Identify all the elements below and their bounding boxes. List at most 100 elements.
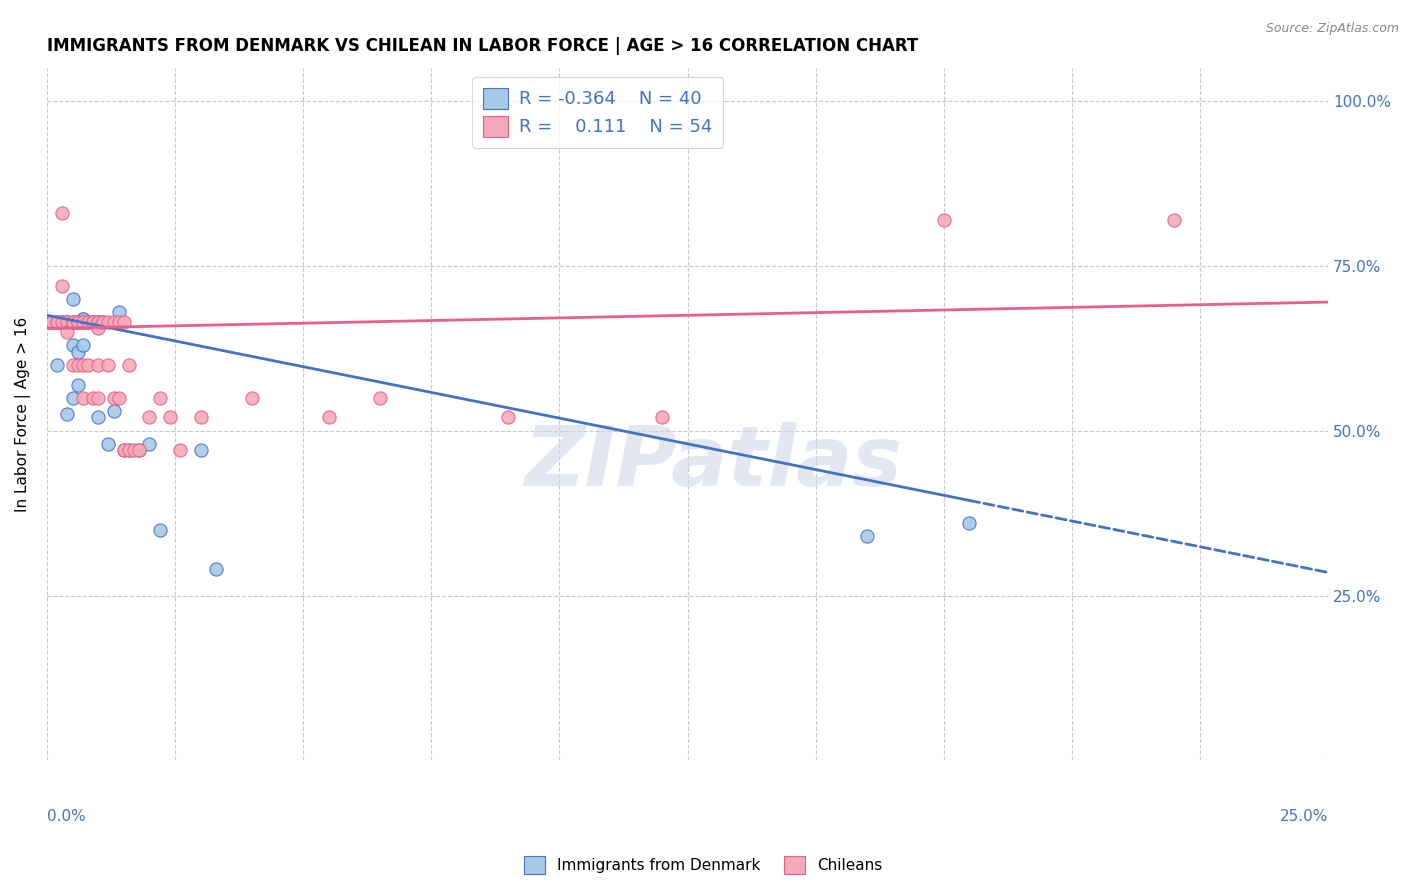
Point <box>1163 212 1185 227</box>
Point <box>72 338 94 352</box>
Point <box>122 443 145 458</box>
Point <box>62 358 84 372</box>
Point <box>66 315 89 329</box>
Point <box>103 404 125 418</box>
Point <box>87 315 110 329</box>
Point <box>72 315 94 329</box>
Point <box>128 443 150 458</box>
Point <box>118 358 141 372</box>
Point <box>46 315 69 329</box>
Point <box>62 315 84 329</box>
Point <box>856 529 879 543</box>
Point <box>159 410 181 425</box>
Point <box>66 315 89 329</box>
Point <box>112 443 135 458</box>
Point <box>56 315 79 329</box>
Point <box>72 315 94 329</box>
Point <box>51 315 73 329</box>
Point <box>66 315 89 329</box>
Point <box>46 315 69 329</box>
Point <box>62 292 84 306</box>
Point <box>107 315 129 329</box>
Point <box>97 437 120 451</box>
Point <box>51 278 73 293</box>
Point <box>77 315 100 329</box>
Point <box>138 410 160 425</box>
Point <box>87 391 110 405</box>
Text: Source: ZipAtlas.com: Source: ZipAtlas.com <box>1265 22 1399 36</box>
Point <box>368 391 391 405</box>
Point <box>87 410 110 425</box>
Point <box>118 443 141 458</box>
Point <box>66 344 89 359</box>
Point <box>77 358 100 372</box>
Point <box>87 315 110 329</box>
Point <box>56 325 79 339</box>
Point <box>77 315 100 329</box>
Point <box>41 315 63 329</box>
Point <box>93 315 115 329</box>
Point <box>51 315 73 329</box>
Point <box>190 443 212 458</box>
Text: ZIPatlas: ZIPatlas <box>524 422 903 503</box>
Point <box>149 391 172 405</box>
Point <box>97 315 120 329</box>
Point <box>82 315 104 329</box>
Point <box>82 315 104 329</box>
Point <box>82 315 104 329</box>
Point <box>62 338 84 352</box>
Point <box>77 315 100 329</box>
Point <box>118 443 141 458</box>
Point <box>72 358 94 372</box>
Point <box>72 311 94 326</box>
Point <box>46 358 69 372</box>
Point <box>93 315 115 329</box>
Point <box>240 391 263 405</box>
Point <box>932 212 955 227</box>
Point <box>97 358 120 372</box>
Point <box>107 391 129 405</box>
Point <box>66 315 89 329</box>
Point <box>66 315 89 329</box>
Text: IMMIGRANTS FROM DENMARK VS CHILEAN IN LABOR FORCE | AGE > 16 CORRELATION CHART: IMMIGRANTS FROM DENMARK VS CHILEAN IN LA… <box>46 37 918 55</box>
Point <box>651 410 673 425</box>
Text: 0.0%: 0.0% <box>46 809 86 824</box>
Point <box>66 358 89 372</box>
Point <box>318 410 340 425</box>
Point <box>103 315 125 329</box>
Point <box>87 358 110 372</box>
Point <box>957 516 980 530</box>
Legend: R = -0.364    N = 40, R =    0.111    N = 54: R = -0.364 N = 40, R = 0.111 N = 54 <box>472 77 724 147</box>
Point <box>51 315 73 329</box>
Legend: Immigrants from Denmark, Chileans: Immigrants from Denmark, Chileans <box>517 850 889 880</box>
Point <box>107 305 129 319</box>
Point <box>51 206 73 220</box>
Point <box>128 443 150 458</box>
Point <box>87 315 110 329</box>
Point <box>138 437 160 451</box>
Point <box>56 315 79 329</box>
Point <box>72 311 94 326</box>
Point <box>190 410 212 425</box>
Point <box>112 443 135 458</box>
Point <box>112 315 135 329</box>
Point <box>205 562 228 576</box>
Point <box>149 523 172 537</box>
Point <box>93 315 115 329</box>
Point <box>82 315 104 329</box>
Y-axis label: In Labor Force | Age > 16: In Labor Force | Age > 16 <box>15 317 31 512</box>
Point <box>46 315 69 329</box>
Point <box>62 315 84 329</box>
Point <box>62 315 84 329</box>
Point <box>41 315 63 329</box>
Text: 25.0%: 25.0% <box>1279 809 1329 824</box>
Point <box>87 321 110 335</box>
Point <box>169 443 191 458</box>
Point <box>62 391 84 405</box>
Point <box>72 315 94 329</box>
Point <box>56 315 79 329</box>
Point <box>66 377 89 392</box>
Point <box>496 410 519 425</box>
Point <box>72 391 94 405</box>
Point <box>56 407 79 421</box>
